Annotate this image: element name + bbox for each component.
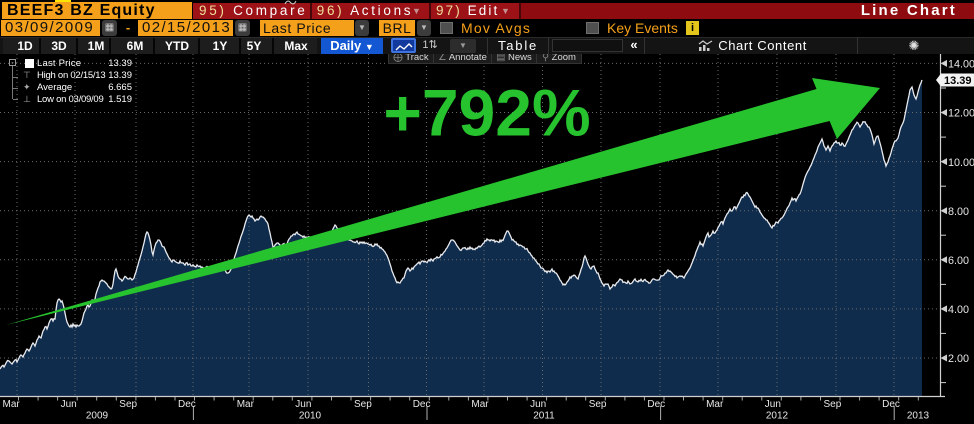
svg-text:2011: 2011 (533, 411, 555, 422)
svg-text:Dec: Dec (413, 399, 431, 410)
svg-text:Sep: Sep (354, 399, 372, 410)
svg-text:2013: 2013 (907, 411, 930, 422)
svg-text:6.00: 6.00 (948, 255, 969, 267)
svg-text:10.00: 10.00 (948, 157, 974, 169)
svg-text:Dec: Dec (178, 399, 196, 410)
svg-text:Dec: Dec (647, 399, 665, 410)
svg-text:Mar: Mar (3, 399, 21, 410)
svg-text:Mar: Mar (471, 399, 489, 410)
svg-text:13.39: 13.39 (944, 75, 972, 87)
svg-text:Jun: Jun (61, 399, 77, 410)
svg-text:12.00: 12.00 (948, 108, 974, 120)
svg-text:+792%: +792% (383, 76, 590, 150)
svg-text:Sep: Sep (589, 399, 607, 410)
svg-text:Mar: Mar (706, 399, 724, 410)
svg-text:4.00: 4.00 (948, 304, 969, 316)
svg-text:Jun: Jun (295, 399, 311, 410)
svg-text:8.00: 8.00 (948, 206, 969, 218)
svg-text:Sep: Sep (119, 399, 137, 410)
svg-text:2.00: 2.00 (948, 353, 969, 365)
svg-text:Sep: Sep (824, 399, 842, 410)
svg-text:14.00: 14.00 (948, 59, 974, 71)
svg-text:Mar: Mar (237, 399, 255, 410)
svg-text:2009: 2009 (86, 411, 109, 422)
svg-text:2012: 2012 (766, 411, 789, 422)
svg-text:Jun: Jun (765, 399, 781, 410)
svg-text:Jun: Jun (530, 399, 546, 410)
svg-text:Dec: Dec (882, 399, 900, 410)
svg-text:2010: 2010 (299, 411, 322, 422)
